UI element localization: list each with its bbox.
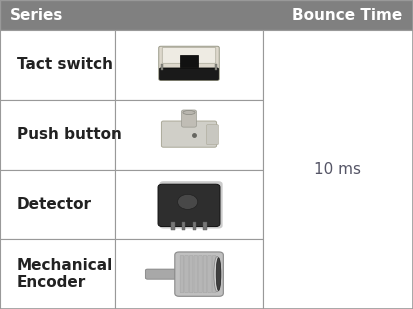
FancyBboxPatch shape [159,68,218,80]
FancyBboxPatch shape [162,47,216,63]
Bar [115,30,263,100]
Text: Detector: Detector [17,197,92,212]
FancyBboxPatch shape [180,256,184,293]
FancyBboxPatch shape [159,181,223,229]
Ellipse shape [183,111,195,115]
FancyBboxPatch shape [175,252,223,296]
Bar [0,100,115,170]
Bar [161,64,164,70]
FancyBboxPatch shape [212,256,216,293]
Bar [115,239,263,309]
FancyBboxPatch shape [161,121,216,147]
FancyBboxPatch shape [185,256,188,293]
Bar [180,55,198,67]
FancyBboxPatch shape [182,110,197,127]
Text: 10 ms: 10 ms [315,162,361,177]
FancyBboxPatch shape [159,46,219,80]
Text: Tact switch: Tact switch [17,57,112,72]
Bar [0,170,115,239]
Text: Mechanical
Encoder: Mechanical Encoder [17,258,113,290]
Ellipse shape [214,256,221,292]
Bar [0,0,413,30]
Text: Series: Series [10,7,64,23]
Text: Push button: Push button [17,127,121,142]
Bar [182,222,185,231]
FancyBboxPatch shape [203,256,207,293]
Bar [0,239,115,309]
Bar [204,222,207,231]
Bar [115,100,263,170]
FancyBboxPatch shape [189,256,193,293]
FancyBboxPatch shape [145,269,183,279]
FancyBboxPatch shape [208,256,211,293]
Bar [0,30,115,100]
Bar [171,222,175,231]
Bar [193,222,196,231]
FancyBboxPatch shape [158,184,220,226]
Bar [115,170,263,239]
Bar [214,64,217,70]
Bar [263,30,413,309]
FancyBboxPatch shape [199,256,202,293]
Ellipse shape [216,258,221,290]
FancyBboxPatch shape [206,125,218,145]
Text: Bounce Time: Bounce Time [292,7,403,23]
FancyBboxPatch shape [194,256,197,293]
Circle shape [178,194,198,210]
